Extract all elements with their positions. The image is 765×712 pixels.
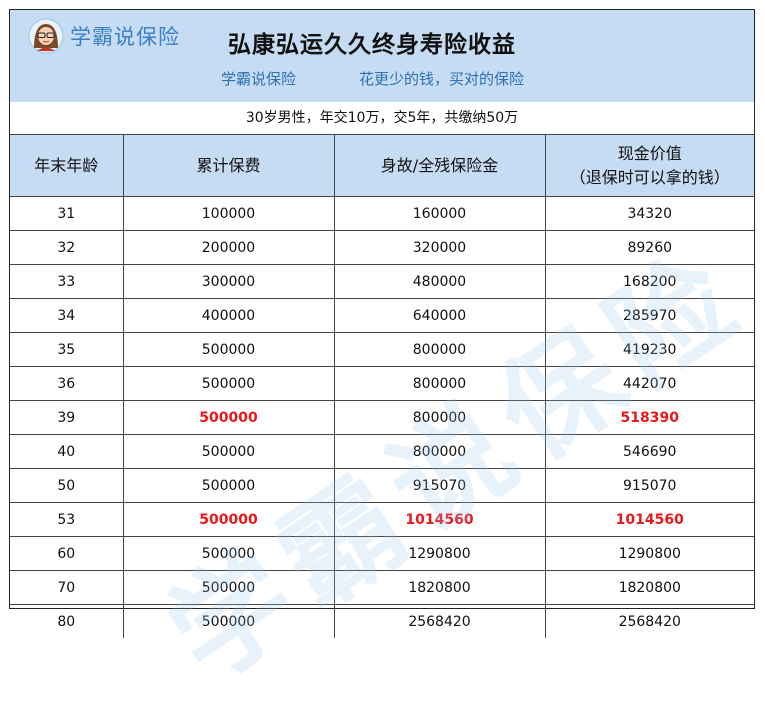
logo: 学霸说保险 (28, 18, 180, 54)
cell-death-benefit: 800000 (333, 332, 546, 367)
cell-premium: 500000 (122, 332, 335, 367)
cell-premium: 500000 (122, 536, 335, 571)
table-row: 70 500000 1820800 1820800 (10, 570, 754, 605)
cell-age: 70 (10, 570, 124, 605)
table-row: 33 300000 480000 168200 (10, 264, 754, 299)
table-body: 31 100000 160000 34320 32 200000 320000 89260 33… (10, 196, 754, 638)
cell-age: 80 (10, 604, 124, 638)
header-age: 年末年龄 (10, 134, 124, 197)
cell-cash-value: 168200 (544, 264, 754, 299)
table-row: 31 100000 160000 34320 (10, 196, 754, 231)
cell-death-benefit: 160000 (333, 196, 546, 231)
cell-cash-value: 419230 (544, 332, 754, 367)
table-row: 35 500000 800000 419230 (10, 332, 754, 367)
cell-cash-value: 1820800 (544, 570, 754, 605)
cell-death-benefit: 1820800 (333, 570, 546, 605)
table-row: 40 500000 800000 546690 (10, 434, 754, 469)
cell-cash-value: 442070 (544, 366, 754, 401)
cell-death-benefit: 640000 (333, 298, 546, 333)
cell-death-benefit: 915070 (333, 468, 546, 503)
page-title: 弘康弘运久久终身寿险收益 (228, 32, 516, 58)
cell-premium: 100000 (122, 196, 335, 231)
header-premium: 累计保费 (122, 134, 335, 197)
cell-age: 40 (10, 434, 124, 469)
cell-premium: 500000 (122, 434, 335, 469)
cell-age: 39 (10, 400, 124, 435)
cell-cash-value: 915070 (544, 468, 754, 503)
cell-age: 33 (10, 264, 124, 299)
table-row: 60 500000 1290800 1290800 (10, 536, 754, 571)
table-row: 34 400000 640000 285970 (10, 298, 754, 333)
benefit-table: 年末年龄 累计保费 身故/全残保险金 现金价值 （退保时可以拿的钱） 31 100… (10, 134, 754, 638)
cell-premium: 500000 (122, 570, 335, 605)
slogan-brand: 学霸说保险 (221, 70, 297, 88)
header-death-benefit: 身故/全残保险金 (333, 134, 546, 197)
cell-cash-value: 1014560 (544, 502, 754, 537)
cell-cash-value: 34320 (544, 196, 754, 231)
header-cash-value: 现金价值 （退保时可以拿的钱） (544, 134, 754, 197)
table-row: 53 500000 1014560 1014560 (10, 502, 754, 537)
cell-cash-value: 518390 (544, 400, 754, 435)
table-row: 39 500000 800000 518390 (10, 400, 754, 435)
header-banner: 学霸说保险 弘康弘运久久终身寿险收益 学霸说保险 花更少的钱，买对的保险 (10, 10, 754, 103)
cell-cash-value: 546690 (544, 434, 754, 469)
cell-death-benefit: 800000 (333, 366, 546, 401)
table-row: 36 500000 800000 442070 (10, 366, 754, 401)
cell-death-benefit: 800000 (333, 400, 546, 435)
header-cash-value-line1: 现金价值 (617, 143, 682, 163)
cell-premium: 500000 (122, 366, 335, 401)
cell-premium: 500000 (122, 400, 335, 435)
table-row: 32 200000 320000 89260 (10, 230, 754, 265)
cell-premium: 500000 (122, 502, 335, 537)
cell-age: 32 (10, 230, 124, 265)
cell-premium: 200000 (122, 230, 335, 265)
cell-cash-value: 89260 (544, 230, 754, 265)
cell-death-benefit: 1290800 (333, 536, 546, 571)
header-cash-value-line2: （退保时可以拿的钱） (569, 167, 730, 187)
document-frame: 学霸说保险 弘康弘运久久终身寿险收益 学霸说保险 花更少的钱，买对的保险 30岁… (9, 9, 765, 707)
avatar-icon (28, 18, 64, 54)
cell-age: 34 (10, 298, 124, 333)
cell-age: 36 (10, 366, 124, 401)
cell-cash-value: 2568420 (544, 604, 754, 638)
scenario-subtitle: 30岁男性，年交10万，交5年，共缴纳50万 (10, 102, 754, 135)
cell-premium: 500000 (122, 468, 335, 503)
cell-premium: 500000 (122, 604, 335, 638)
cell-premium: 300000 (122, 264, 335, 299)
cell-cash-value: 285970 (544, 298, 754, 333)
table-row: 80 500000 2568420 2568420 (10, 604, 754, 638)
cell-age: 60 (10, 536, 124, 571)
cell-death-benefit: 800000 (333, 434, 546, 469)
table-row: 50 500000 915070 915070 (10, 468, 754, 503)
cell-age: 35 (10, 332, 124, 367)
cell-age: 53 (10, 502, 124, 537)
cell-premium: 400000 (122, 298, 335, 333)
cell-death-benefit: 320000 (333, 230, 546, 265)
cell-age: 50 (10, 468, 124, 503)
cell-death-benefit: 2568420 (333, 604, 546, 638)
slogan-tagline: 花更少的钱，买对的保险 (359, 70, 525, 88)
cell-death-benefit: 1014560 (333, 502, 546, 537)
cell-death-benefit: 480000 (333, 264, 546, 299)
table-header-row: 年末年龄 累计保费 身故/全残保险金 现金价值 （退保时可以拿的钱） (10, 134, 754, 197)
cell-age: 31 (10, 196, 124, 231)
cell-cash-value: 1290800 (544, 536, 754, 571)
logo-text: 学霸说保险 (70, 25, 180, 49)
